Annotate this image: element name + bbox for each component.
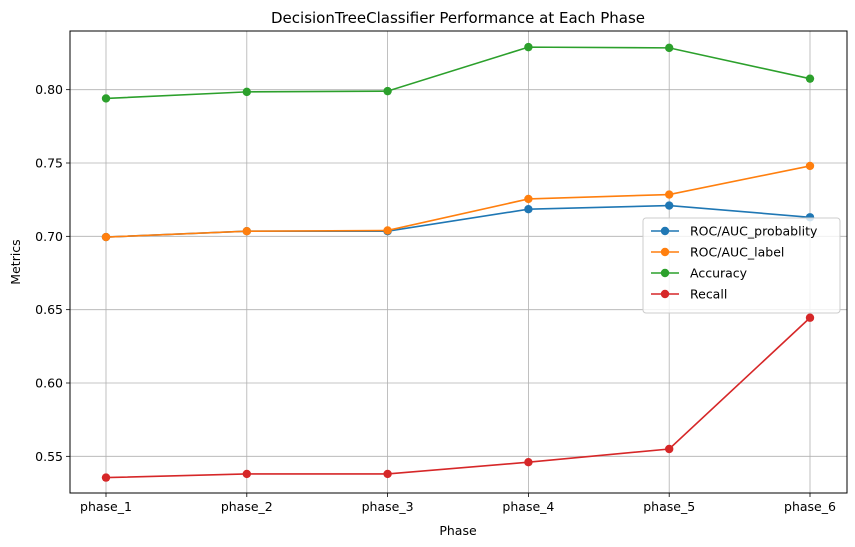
- series-line-roc-auc-label: [105, 165, 811, 238]
- y-tick-label: 0.70: [35, 229, 63, 244]
- data-point-recall: [242, 469, 251, 479]
- y-tick-label: 0.65: [35, 302, 63, 317]
- legend-marker-recall: [660, 289, 670, 299]
- data-point-roc-auc-probablity: [524, 205, 533, 214]
- y-tick-label: 0.80: [35, 82, 63, 97]
- legend-label-roc-auc-probablity: ROC/AUC_probablity: [690, 224, 818, 239]
- data-point-accuracy: [383, 86, 392, 96]
- legend-marker-roc-auc-label: [660, 247, 670, 257]
- chart-title: DecisionTreeClassifier Performance at Ea…: [271, 9, 645, 27]
- data-point-recall: [805, 313, 815, 322]
- y-tick-label: 0.60: [35, 376, 63, 391]
- y-tick-label: 0.55: [35, 449, 63, 464]
- ticks: phase_1 phase_2 phase_3 phase_4 phase_5 phase…: [35, 82, 836, 514]
- data-point-accuracy: [805, 74, 815, 83]
- x-tick-label: phase_2: [221, 499, 273, 514]
- data-point-recall: [665, 444, 674, 454]
- data-point-roc-auc-label: [242, 227, 251, 236]
- series-line-accuracy: [105, 46, 811, 100]
- legend-marker-roc-auc-probablity: [660, 226, 670, 236]
- x-axis-title: Phase: [439, 523, 477, 538]
- x-tick-label: phase_6: [784, 499, 836, 514]
- series-line-recall: [105, 317, 811, 479]
- data-point-roc-auc-probablity: [665, 201, 674, 210]
- x-tick-label: phase_3: [362, 499, 414, 514]
- data-point-roc-auc-label: [101, 232, 111, 242]
- y-tick-label: 0.75: [35, 156, 63, 171]
- x-tick-label: phase_1: [80, 499, 132, 514]
- x-tick-label: phase_5: [643, 499, 695, 514]
- data-point-accuracy: [665, 43, 674, 53]
- legend-box: [642, 217, 841, 314]
- data-point-roc-auc-label: [805, 161, 815, 171]
- legend-label-accuracy: Accuracy: [690, 266, 748, 281]
- data-point-accuracy: [101, 94, 111, 103]
- data-point-roc-auc-label: [524, 194, 533, 204]
- plot-frame: [69, 30, 848, 494]
- data-point-recall: [383, 469, 392, 479]
- data-point-recall: [524, 458, 533, 467]
- y-axis-title: Metrics: [8, 239, 23, 284]
- data-point-accuracy: [242, 87, 251, 97]
- legend: ROC/AUC_probablity ROC/AUC_label Accuracy R…: [642, 217, 841, 314]
- data-point-accuracy: [524, 42, 533, 52]
- data-point-roc-auc-label: [665, 190, 674, 199]
- legend-label-recall: Recall: [690, 287, 727, 302]
- legend-label-roc-auc-label: ROC/AUC_label: [690, 245, 784, 260]
- data-point-roc-auc-label: [383, 226, 392, 235]
- data-point-recall: [101, 473, 111, 482]
- legend-marker-accuracy: [660, 268, 670, 278]
- x-tick-label: phase_4: [502, 499, 554, 514]
